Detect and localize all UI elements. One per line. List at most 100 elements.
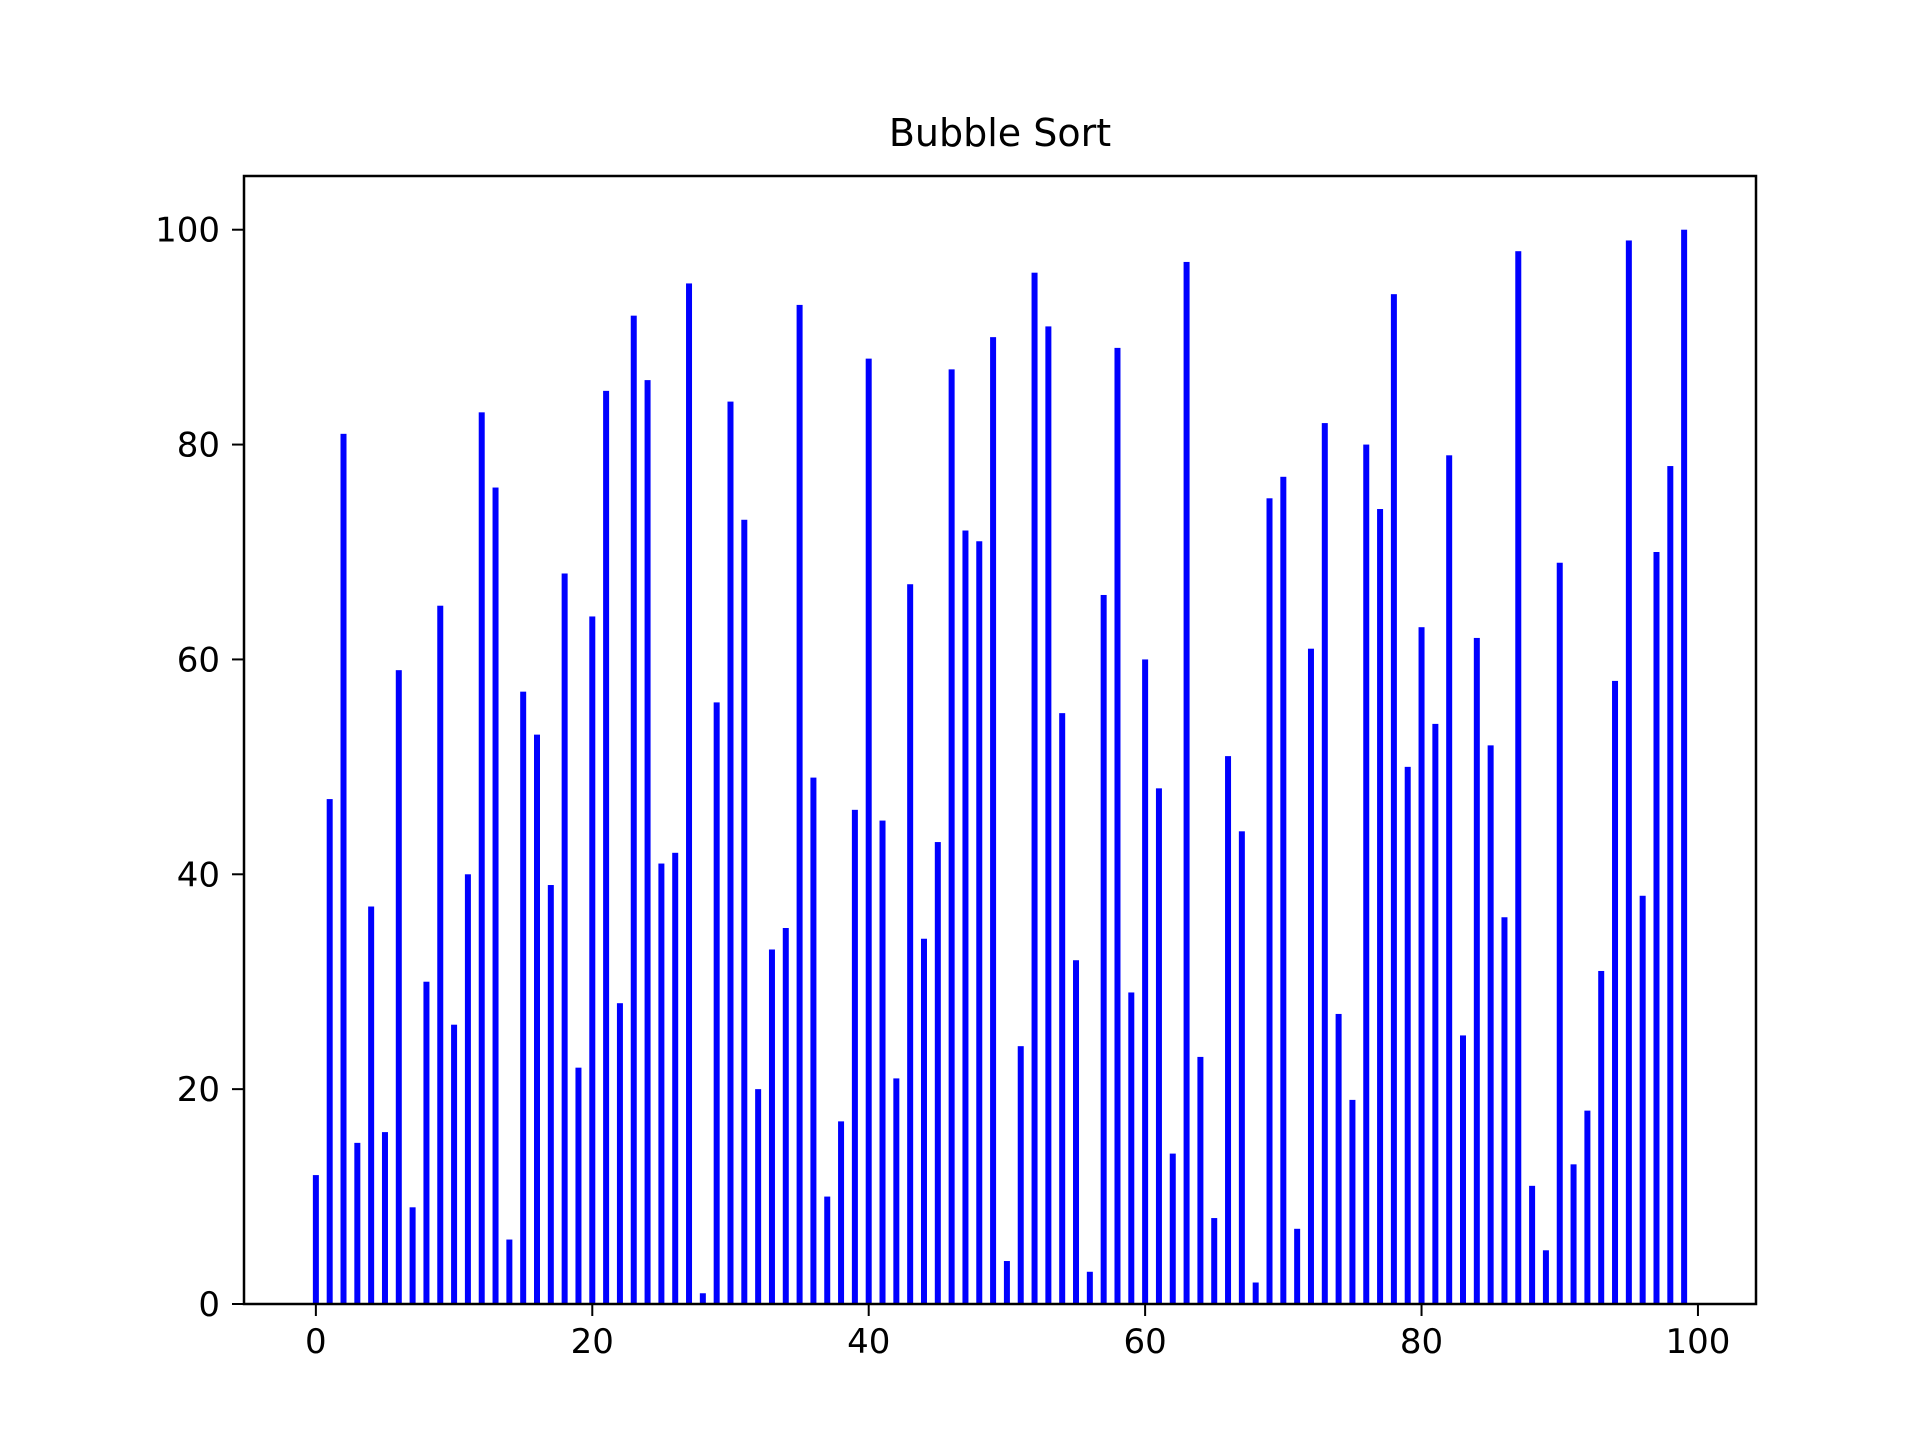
bar-32	[755, 1089, 762, 1304]
bar-99	[1681, 229, 1688, 1305]
bar-70	[1280, 476, 1287, 1304]
bar-35	[796, 304, 803, 1304]
bar-18	[561, 573, 568, 1304]
bar-20	[589, 616, 596, 1304]
y-axis: 0 20 40 60 80 100	[155, 211, 244, 1325]
x-tick-label-40: 40	[847, 1322, 890, 1362]
bar-31	[741, 519, 748, 1304]
bar-92	[1584, 1110, 1591, 1304]
bar-50	[1003, 1261, 1010, 1304]
bar-8	[423, 981, 430, 1304]
bar-53	[1045, 326, 1052, 1304]
y-tick-label-60: 60	[177, 640, 220, 680]
bar-94	[1612, 680, 1619, 1304]
bars	[312, 229, 1688, 1305]
bar-97	[1653, 552, 1660, 1304]
bar-64	[1197, 1056, 1204, 1304]
bar-78	[1390, 294, 1397, 1304]
bar-59	[1128, 992, 1135, 1304]
bar-61	[1155, 788, 1162, 1304]
y-tick-label-0: 0	[198, 1285, 220, 1325]
bar-47	[962, 530, 969, 1304]
bar-14	[506, 1239, 513, 1304]
bar-11	[464, 874, 471, 1304]
bar-68	[1252, 1282, 1259, 1304]
bar-85	[1487, 745, 1494, 1304]
y-tick-label-100: 100	[155, 211, 220, 251]
bar-33	[768, 949, 775, 1304]
bar-66	[1225, 756, 1232, 1304]
bar-37	[824, 1196, 831, 1304]
bar-49	[990, 337, 997, 1304]
bar-65	[1211, 1218, 1218, 1304]
bar-60	[1142, 659, 1149, 1304]
bar-5	[381, 1132, 388, 1304]
bar-79	[1404, 766, 1411, 1304]
bar-25	[658, 863, 665, 1304]
bar-87	[1515, 251, 1522, 1305]
bar-39	[851, 809, 858, 1304]
bar-83	[1460, 1035, 1466, 1304]
y-tick-label-20: 20	[177, 1070, 220, 1110]
bar-76	[1363, 444, 1370, 1304]
bar-40	[865, 358, 872, 1304]
bar-36	[810, 777, 817, 1304]
x-tick-label-80: 80	[1400, 1322, 1443, 1362]
bar-89	[1542, 1250, 1549, 1304]
bar-73	[1321, 423, 1328, 1305]
bar-28	[699, 1293, 706, 1304]
plot-frame	[242, 174, 1758, 1306]
bar-4	[368, 906, 375, 1304]
bar-57	[1100, 594, 1107, 1304]
y-tick-label-80: 80	[177, 426, 220, 466]
bar-43	[907, 584, 914, 1304]
bar-34	[782, 928, 789, 1304]
bar-54	[1059, 713, 1066, 1304]
bar-95	[1625, 240, 1632, 1305]
bar-21	[603, 390, 610, 1304]
bar-22	[616, 1003, 623, 1304]
bar-15	[520, 691, 527, 1304]
bar-88	[1529, 1185, 1536, 1304]
bar-23	[630, 315, 637, 1304]
bar-46	[948, 369, 955, 1304]
bar-81	[1432, 723, 1439, 1304]
bar-38	[838, 1121, 845, 1304]
bar-63	[1183, 261, 1190, 1305]
bar-55	[1073, 960, 1080, 1304]
x-tick-label-20: 20	[571, 1322, 614, 1362]
bar-80	[1418, 627, 1425, 1304]
bar-12	[478, 412, 485, 1305]
bar-30	[727, 401, 734, 1305]
bar-67	[1238, 831, 1245, 1304]
bar-9	[437, 605, 444, 1304]
bar-90	[1556, 562, 1563, 1304]
bar-52	[1031, 272, 1038, 1305]
bar-72	[1307, 648, 1314, 1304]
bar-27	[686, 283, 693, 1304]
bar-48	[976, 541, 983, 1304]
bar-29	[713, 702, 720, 1304]
x-tick-label-0: 0	[305, 1322, 327, 1362]
bar-19	[575, 1067, 582, 1304]
bar-74	[1335, 1013, 1342, 1304]
bar-17	[547, 885, 554, 1304]
bar-75	[1349, 1099, 1356, 1304]
bar-6	[395, 670, 402, 1304]
bar-3	[354, 1142, 361, 1304]
bar-62	[1169, 1153, 1176, 1304]
bar-0	[312, 1175, 319, 1304]
bar-71	[1294, 1228, 1301, 1304]
y-tick-label-40: 40	[177, 855, 220, 895]
x-tick-label-100: 100	[1665, 1322, 1730, 1362]
bar-7	[409, 1207, 416, 1304]
x-axis: 0 20 40 60 80 100	[305, 1304, 1730, 1362]
bar-82	[1446, 455, 1453, 1304]
x-tick-label-60: 60	[1123, 1322, 1166, 1362]
bar-58	[1114, 347, 1121, 1304]
bar-96	[1639, 895, 1646, 1304]
bar-56	[1086, 1271, 1093, 1304]
bar-93	[1598, 970, 1605, 1304]
